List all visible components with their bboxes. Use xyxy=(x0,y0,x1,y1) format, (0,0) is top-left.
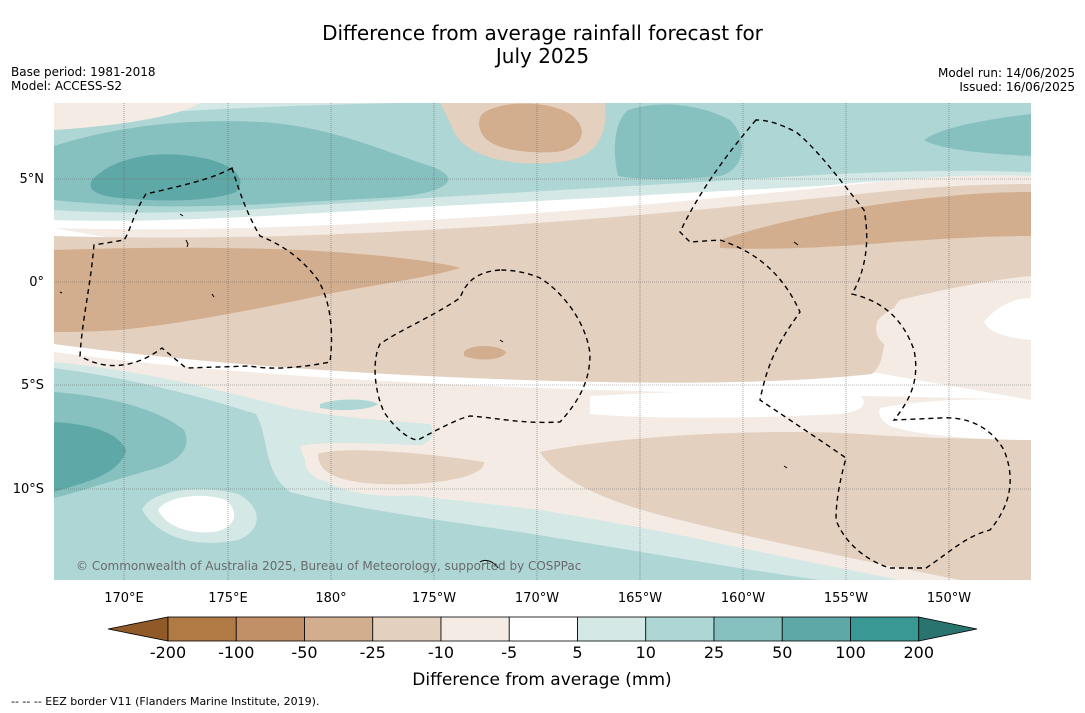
colorbar-arrow-high xyxy=(918,616,978,642)
colorbar-tick-label: 200 xyxy=(903,643,934,662)
colorbar-tick-label: 10 xyxy=(636,643,656,662)
pocket-south-east-white xyxy=(879,399,1031,440)
colorbar-tick-label: -200 xyxy=(150,643,186,662)
lon-label-7: 155°W xyxy=(824,591,868,606)
colorbar-tick-label: 5 xyxy=(572,643,582,662)
colorbar-segment xyxy=(645,616,715,642)
eez-west xyxy=(79,166,333,369)
colorbar-tick-label: 25 xyxy=(704,643,724,662)
map-title: Difference from average rainfall forecas… xyxy=(0,22,1085,68)
colorbar-segment xyxy=(713,616,783,642)
colorbar-segment xyxy=(372,616,442,642)
eez-borders xyxy=(79,119,1011,569)
lon-label-1: 175°E xyxy=(208,591,248,606)
colorbar-tick-label: -5 xyxy=(501,643,517,662)
island-b xyxy=(211,293,215,298)
colorbar-labels: -200 -100 -50 -25 -10 -5 5 10 25 50 100 200 xyxy=(150,643,934,662)
colorbar-tick-label: -25 xyxy=(360,643,386,662)
lon-label-8: 150°W xyxy=(927,591,971,606)
lon-label-2: 180° xyxy=(315,591,346,606)
colorbar-arrow-low xyxy=(107,616,169,642)
contour-north-dry-corner xyxy=(54,103,200,130)
longitude-labels: 170°E 175°E 180° 175°W 170°W 165°W 160°W… xyxy=(104,591,971,606)
map-panel: © Commonwealth of Australia 2025, Bureau… xyxy=(54,103,1031,580)
colorbar-segment xyxy=(167,616,237,642)
contour-south-dry-10 xyxy=(318,450,485,485)
lon-label-5: 165°W xyxy=(618,591,662,606)
eez-east-upper xyxy=(679,119,1011,569)
island-g xyxy=(59,291,63,294)
lat-label-1: 0° xyxy=(29,275,44,290)
colorbar-tick-label: 50 xyxy=(772,643,792,662)
island-h xyxy=(179,213,184,217)
base-period: Base period: 1981-2018 xyxy=(11,65,156,79)
eez-footnote: -- -- -- EEZ border V11 (Flanders Marine… xyxy=(11,695,320,708)
lon-label-0: 170°E xyxy=(104,591,144,606)
island-a xyxy=(185,239,189,248)
pocket-mid-white xyxy=(590,390,864,418)
contour-north-50-far-east xyxy=(924,114,1031,156)
lat-label-3: 10°S xyxy=(13,482,44,497)
lon-label-6: 160°W xyxy=(721,591,765,606)
contour-south-100 xyxy=(54,422,126,492)
issued-date: Issued: 16/06/2025 xyxy=(959,80,1075,94)
contour-south-25-patch xyxy=(320,399,378,411)
island-e xyxy=(783,465,788,469)
colorbar-title: Difference from average (mm) xyxy=(412,670,671,690)
islands xyxy=(59,213,799,569)
contour-equator-dry-25-west xyxy=(54,247,460,332)
colorbar-segment xyxy=(850,616,920,642)
lat-label-2: 5°S xyxy=(21,378,44,393)
contour-north-50-east xyxy=(614,104,743,179)
copyright-notice: © Commonwealth of Australia 2025, Bureau… xyxy=(76,559,581,573)
contour-north-100-west xyxy=(90,154,241,201)
lon-label-4: 170°W xyxy=(515,591,559,606)
colorbar-segment xyxy=(577,616,647,642)
latitude-labels: 5°N 0° 5°S 10°S xyxy=(13,172,44,497)
colorbar-segment xyxy=(781,616,851,642)
eez-central xyxy=(374,269,591,441)
title-line-1: Difference from average rainfall forecas… xyxy=(322,21,763,45)
colorbar-segment xyxy=(235,616,305,642)
contour-equator-dry-25-spot xyxy=(464,346,506,360)
colorbar xyxy=(107,616,978,642)
contour-south-east-dry-10 xyxy=(540,432,1031,580)
colorbar-segment xyxy=(304,616,374,642)
pocket-east-1 xyxy=(876,284,1031,356)
contour-south-white-5 xyxy=(158,495,235,533)
colorbar-tick-label: 100 xyxy=(835,643,866,662)
colorbar-tick-label: -10 xyxy=(428,643,454,662)
model-name: Model: ACCESS-S2 xyxy=(11,79,123,93)
base-info: Base period: 1981-2018 Model: ACCESS-S2 xyxy=(11,65,156,93)
island-d xyxy=(793,241,799,246)
island-c xyxy=(499,339,504,343)
contour-equator-dry-25-east xyxy=(720,192,1031,249)
island-f xyxy=(479,559,499,569)
run-info: Model run: 14/06/2025 Issued: 16/06/2025 xyxy=(938,66,1075,94)
pocket-east-2 xyxy=(984,298,1031,340)
lon-label-3: 175°W xyxy=(412,591,456,606)
contour-north-dry-25 xyxy=(479,103,582,153)
colorbar-tick-label: -50 xyxy=(291,643,317,662)
colorbar-tick-label: -100 xyxy=(218,643,254,662)
lat-label-0: 5°N xyxy=(20,172,45,187)
model-run: Model run: 14/06/2025 xyxy=(937,66,1075,80)
colorbar-segment xyxy=(508,616,578,642)
title-line-2: July 2025 xyxy=(495,44,590,68)
colorbar-segment xyxy=(440,616,510,642)
